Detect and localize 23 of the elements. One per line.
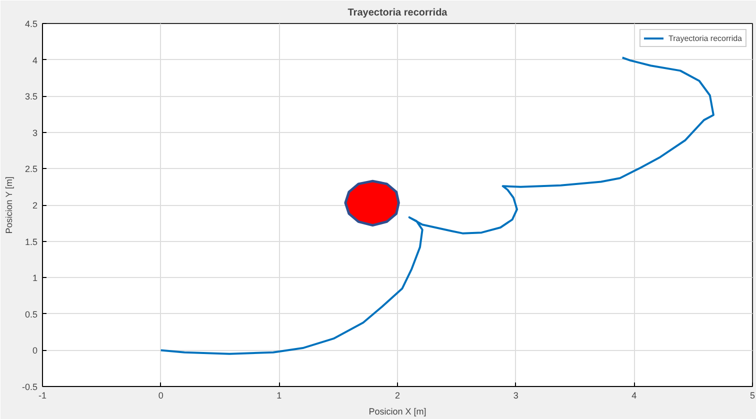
- line-series: [160, 56, 714, 355]
- x-tick-label: -1: [38, 390, 47, 400]
- y-tick-label: 4.5: [24, 19, 38, 29]
- y-tick-label: 3.5: [24, 92, 38, 102]
- x-tick-label: 2: [394, 390, 400, 400]
- y-tick-label: 0: [32, 346, 38, 356]
- y-tick-label: -0.5: [22, 382, 38, 392]
- x-axis-title: Posicion X [m]: [368, 406, 426, 416]
- x-tick-label: 1: [276, 390, 282, 400]
- chart-title: Trayectoria recorrida: [348, 8, 448, 18]
- x-tick-label: 5: [750, 390, 756, 400]
- x-tick-label: 4: [632, 390, 637, 400]
- y-tick-label: 1.5: [24, 236, 38, 247]
- y-tick-label: 0.5: [24, 309, 38, 320]
- y-tick-label: 1: [32, 273, 38, 284]
- y-tick-label: 4: [32, 55, 38, 66]
- legend-label: Trayectoria recorrida: [668, 33, 742, 43]
- x-tick-label: 0: [158, 390, 164, 400]
- y-tick-label: 2.5: [24, 164, 38, 174]
- x-tick-label: 3: [513, 390, 518, 400]
- y-axis-title: Posicion Y [m]: [4, 176, 14, 234]
- y-tick-label: 2: [32, 200, 38, 210]
- y-tick-label: 3: [32, 128, 38, 138]
